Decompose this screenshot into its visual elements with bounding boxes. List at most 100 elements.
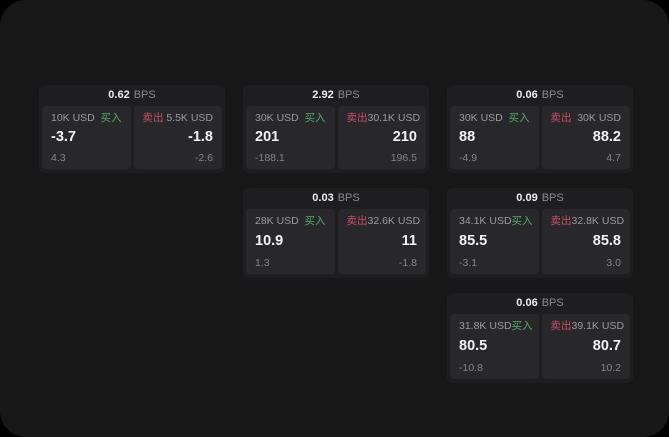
buy-size: 31.8K USD — [459, 320, 512, 332]
spread-unit: BPS — [337, 89, 360, 101]
buy-panel-top: 30K USD 买入 — [459, 113, 530, 124]
spread-header: 0.62 BPS — [42, 85, 222, 106]
sell-size: 32.6K USD — [367, 215, 421, 227]
buy-panel[interactable]: 34.1K USD 买入 85.5 -3.1 — [450, 209, 539, 274]
spread-value: 0.06 — [516, 297, 538, 309]
buy-price: 88 — [459, 129, 476, 146]
spread-unit: BPS — [337, 192, 360, 204]
buy-panel[interactable]: 30K USD 买入 88 -4.9 — [450, 106, 539, 169]
sell-side-label: 卖出 — [346, 215, 368, 227]
buy-secondary-value: -10.8 — [459, 361, 483, 374]
spread-unit: BPS — [133, 89, 156, 101]
buy-side-label: 买入 — [100, 112, 122, 124]
quote-card: 0.62 BPS 10K USD 买入 -3.7 4.3 卖出 5.5K USD — [39, 85, 225, 173]
spread-value: 0.62 — [108, 89, 130, 101]
sell-panel[interactable]: 卖出 32.8K USD 85.8 3.0 — [541, 209, 630, 274]
spread-value: 2.92 — [312, 89, 334, 101]
sell-panel-top: 卖出 32.8K USD — [550, 215, 625, 227]
sell-size: 32.8K USD — [571, 215, 625, 227]
sell-panel-top: 卖出 5.5K USD — [143, 113, 214, 124]
sell-price: 80.7 — [592, 338, 621, 355]
sell-panel[interactable]: 卖出 39.1K USD 80.7 10.2 — [541, 314, 630, 379]
buy-size: 10K USD — [51, 112, 95, 124]
buy-panel[interactable]: 10K USD 买入 -3.7 4.3 — [42, 106, 131, 169]
sell-panel-top: 卖出 30K USD — [551, 113, 622, 124]
spread-value: 0.09 — [516, 192, 538, 204]
quote-card: 0.06 BPS 31.8K USD 买入 80.5 -10.8 卖出 39.1… — [447, 293, 633, 383]
quote-body: 31.8K USD 买入 80.5 -10.8 卖出 39.1K USD 80.… — [450, 314, 630, 379]
buy-price: 85.5 — [459, 233, 488, 250]
sell-side-label: 卖出 — [550, 320, 572, 332]
quote-body: 34.1K USD 买入 85.5 -3.1 卖出 32.8K USD 85.8… — [450, 209, 630, 274]
sell-panel-top: 卖出 32.6K USD — [346, 215, 421, 227]
sell-secondary-value: -2.6 — [194, 151, 213, 164]
sell-secondary-value: 196.5 — [390, 151, 417, 164]
buy-secondary-value: -4.9 — [459, 151, 478, 164]
sell-price: -1.8 — [188, 129, 213, 146]
buy-panel-top: 30K USD 买入 — [255, 113, 326, 124]
sell-side-label: 卖出 — [346, 112, 368, 124]
buy-price: -3.7 — [51, 129, 76, 146]
spread-value: 0.03 — [312, 192, 334, 204]
sell-price: 85.8 — [592, 233, 621, 250]
sell-secondary-value: 10.2 — [600, 361, 621, 374]
sell-panel[interactable]: 卖出 32.6K USD 11 -1.8 — [337, 209, 426, 274]
buy-size: 30K USD — [459, 112, 503, 124]
sell-side-label: 卖出 — [550, 112, 572, 124]
sell-size: 30.1K USD — [367, 112, 421, 124]
spread-value: 0.06 — [516, 89, 538, 101]
buy-panel[interactable]: 28K USD 买入 10.9 1.3 — [246, 209, 335, 274]
spread-unit: BPS — [541, 192, 564, 204]
spread-unit: BPS — [541, 297, 564, 309]
buy-secondary-value: -3.1 — [459, 256, 478, 269]
sell-panel[interactable]: 卖出 30.1K USD 210 196.5 — [337, 106, 426, 169]
sell-panel-top: 卖出 30.1K USD — [346, 112, 421, 124]
buy-secondary-value: 1.3 — [255, 256, 270, 269]
buy-size: 28K USD — [255, 215, 299, 227]
spread-header: 0.09 BPS — [450, 188, 630, 209]
sell-panel[interactable]: 卖出 5.5K USD -1.8 -2.6 — [133, 106, 222, 169]
spread-header: 0.06 BPS — [450, 293, 630, 314]
sell-panel-top: 卖出 39.1K USD — [550, 320, 625, 332]
spread-header: 2.92 BPS — [246, 85, 426, 106]
buy-price: 201 — [255, 129, 280, 146]
buy-panel-top: 10K USD 买入 — [51, 113, 122, 124]
buy-panel[interactable]: 30K USD 买入 201 -188.1 — [246, 106, 335, 169]
quote-card: 0.09 BPS 34.1K USD 买入 85.5 -3.1 卖出 32.8K… — [447, 188, 633, 278]
buy-side-label: 买入 — [508, 112, 530, 124]
sell-price: 11 — [401, 233, 417, 250]
quote-card: 0.06 BPS 30K USD 买入 88 -4.9 卖出 30K USD — [447, 85, 633, 173]
sell-secondary-value: -1.8 — [398, 256, 417, 269]
sell-secondary-value: 4.7 — [606, 151, 621, 164]
buy-side-label: 买入 — [511, 320, 533, 332]
sell-size: 39.1K USD — [571, 320, 625, 332]
sell-panel[interactable]: 卖出 30K USD 88.2 4.7 — [541, 106, 630, 169]
buy-price: 10.9 — [255, 233, 284, 250]
buy-size: 30K USD — [255, 112, 299, 124]
buy-side-label: 买入 — [304, 215, 326, 227]
buy-side-label: 买入 — [304, 112, 326, 124]
quote-grid: 0.62 BPS 10K USD 买入 -3.7 4.3 卖出 5.5K USD — [39, 85, 633, 383]
sell-price: 210 — [392, 129, 417, 146]
buy-secondary-value: -188.1 — [255, 151, 285, 164]
buy-panel-top: 28K USD 买入 — [255, 216, 326, 227]
buy-panel-top: 31.8K USD 买入 — [459, 320, 533, 332]
sell-size: 30K USD — [577, 112, 621, 124]
sell-side-label: 卖出 — [550, 215, 572, 227]
sell-price: 88.2 — [592, 129, 621, 146]
buy-panel[interactable]: 31.8K USD 买入 80.5 -10.8 — [450, 314, 539, 379]
buy-side-label: 买入 — [511, 215, 533, 227]
spread-header: 0.03 BPS — [246, 188, 426, 209]
spread-unit: BPS — [541, 89, 564, 101]
sell-size: 5.5K USD — [166, 112, 213, 124]
buy-size: 34.1K USD — [459, 215, 512, 227]
quote-card: 2.92 BPS 30K USD 买入 201 -188.1 卖出 30.1K … — [243, 85, 429, 173]
quote-body: 30K USD 买入 201 -188.1 卖出 30.1K USD 210 1… — [246, 106, 426, 169]
spread-header: 0.06 BPS — [450, 85, 630, 106]
buy-price: 80.5 — [459, 338, 488, 355]
buy-panel-top: 34.1K USD 买入 — [459, 215, 533, 227]
buy-secondary-value: 4.3 — [51, 151, 66, 164]
quote-body: 10K USD 买入 -3.7 4.3 卖出 5.5K USD -1.8 -2.… — [42, 106, 222, 169]
sell-side-label: 卖出 — [142, 112, 164, 124]
